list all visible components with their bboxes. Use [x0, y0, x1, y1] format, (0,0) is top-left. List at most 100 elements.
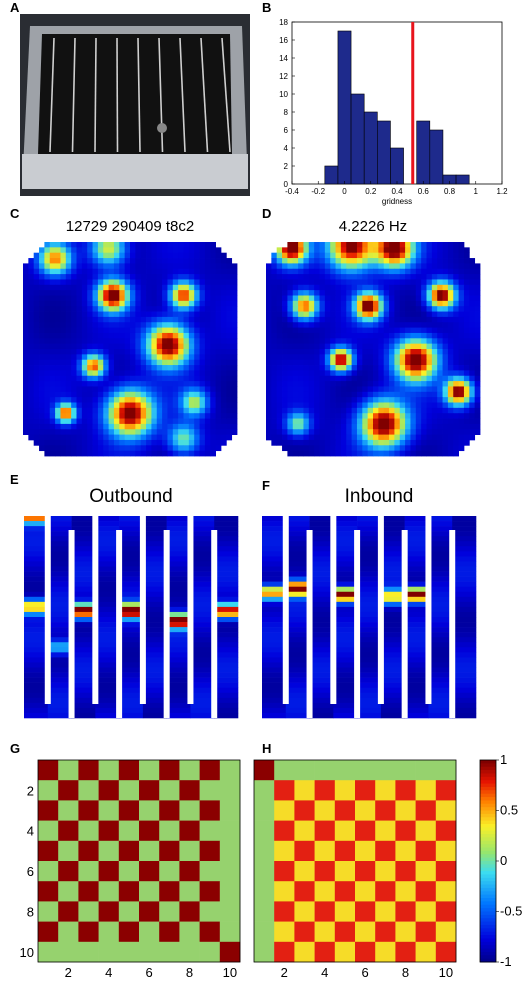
maze-cell	[357, 702, 382, 709]
rate-map-cell	[162, 423, 168, 430]
rate-map-cell	[351, 332, 358, 339]
rate-map-cell	[442, 386, 449, 393]
rate-map-cell	[389, 332, 395, 339]
maze-cell	[71, 611, 96, 618]
rate-map-cell	[33, 429, 40, 435]
rate-map-cell	[356, 284, 363, 291]
rate-map-cell	[28, 397, 35, 403]
rate-map-cell	[156, 381, 163, 387]
maze-cell	[285, 516, 310, 522]
rate-map-cell	[389, 429, 395, 435]
rate-map-cell	[71, 375, 77, 382]
rate-map-cell	[119, 311, 126, 318]
rate-map-cell	[298, 359, 304, 366]
maze-cell	[309, 596, 334, 603]
rate-map-cell	[119, 247, 126, 254]
rate-map-cell	[314, 407, 320, 414]
rate-map-cell	[76, 370, 83, 377]
rate-map-cell	[49, 284, 56, 291]
rate-map-cell	[421, 338, 427, 345]
maze-cell	[95, 596, 120, 603]
rate-map-cell	[124, 327, 131, 334]
panel-label-f: F	[262, 478, 270, 493]
rate-map-cell	[303, 386, 310, 393]
maze-cell	[333, 697, 358, 704]
matrix-cell	[375, 921, 396, 943]
rate-map-cell	[28, 316, 35, 323]
matrix-cell	[375, 861, 396, 882]
rate-map-cell	[367, 327, 374, 334]
rate-map-cell	[60, 434, 67, 441]
rate-map-cell	[108, 423, 115, 430]
rate-map-cell	[405, 423, 411, 430]
maze-cell	[214, 662, 239, 668]
rate-map-cell	[394, 252, 401, 259]
rate-map-cell	[97, 423, 104, 430]
rate-map-cell	[204, 375, 211, 382]
rate-map-cell	[308, 397, 315, 403]
rate-map-cell	[298, 370, 304, 377]
maze-cell	[333, 707, 358, 714]
rate-map-cell	[426, 365, 433, 371]
rate-map-cell	[351, 391, 358, 398]
rate-map-cell	[92, 402, 99, 409]
rate-map-cell	[447, 418, 454, 425]
rate-map-cell	[76, 423, 83, 430]
rate-map-cell	[378, 300, 385, 307]
rate-map-cell	[215, 418, 222, 425]
rate-map-cell	[415, 439, 422, 446]
maze-wall	[158, 37, 164, 153]
rate-map-cell	[33, 327, 40, 334]
rate-map-cell	[60, 306, 67, 312]
rate-map-cell	[140, 375, 147, 382]
rate-map-cell	[335, 274, 342, 280]
rate-map-cell	[188, 402, 195, 409]
maze-cell	[142, 667, 167, 673]
rate-map-cell	[335, 306, 342, 312]
rate-map-cell	[383, 290, 390, 296]
rate-map-cell	[426, 338, 433, 345]
rate-map-cell	[426, 407, 433, 414]
maze-cell	[333, 667, 358, 673]
rate-map-cell	[426, 242, 433, 248]
rate-map-cell	[87, 370, 93, 377]
rate-map-cell	[220, 290, 227, 296]
rate-map-cell	[431, 434, 438, 441]
rate-map-cell	[146, 322, 152, 328]
rate-map-cell	[458, 242, 465, 248]
rate-map-cell	[130, 445, 136, 452]
maze-cell	[404, 516, 429, 522]
matrix-x-tick-label: 4	[321, 965, 328, 980]
rate-map-c-title: 12729 290409 t8c2	[65, 218, 195, 235]
rate-map-cell	[28, 381, 35, 387]
rate-map-cell	[113, 252, 120, 259]
rate-map-cell	[442, 434, 449, 441]
rate-map-cell	[356, 370, 363, 377]
matrix-cell	[159, 780, 180, 801]
rate-map-cell	[130, 268, 136, 275]
rate-map-cell	[453, 343, 459, 350]
rate-map-cell	[303, 300, 310, 307]
rate-map-cell	[194, 322, 200, 328]
rate-map-cell	[453, 354, 459, 361]
rate-map-cell	[92, 450, 99, 457]
rate-map-cell	[156, 434, 163, 441]
rate-map-cell	[271, 413, 278, 419]
maze-cell	[285, 601, 310, 608]
colorbar-segment	[480, 935, 496, 939]
maze-cell	[190, 536, 215, 542]
rate-map-cell	[167, 327, 174, 334]
colorbar-tick-label: -0.5	[500, 904, 522, 919]
maze-cell	[166, 516, 191, 522]
maze-cell	[119, 591, 144, 598]
rate-map-cell	[335, 434, 342, 441]
rate-map-cell	[103, 354, 109, 361]
rate-map-cell	[167, 402, 174, 409]
rate-map-cell	[151, 365, 158, 371]
rate-map-cell	[55, 375, 61, 382]
matrix-cell	[334, 800, 356, 821]
rate-map-cell	[469, 354, 476, 361]
maze-cell	[380, 677, 405, 683]
rate-map-cell	[87, 397, 93, 403]
rate-map-cell	[23, 370, 29, 377]
